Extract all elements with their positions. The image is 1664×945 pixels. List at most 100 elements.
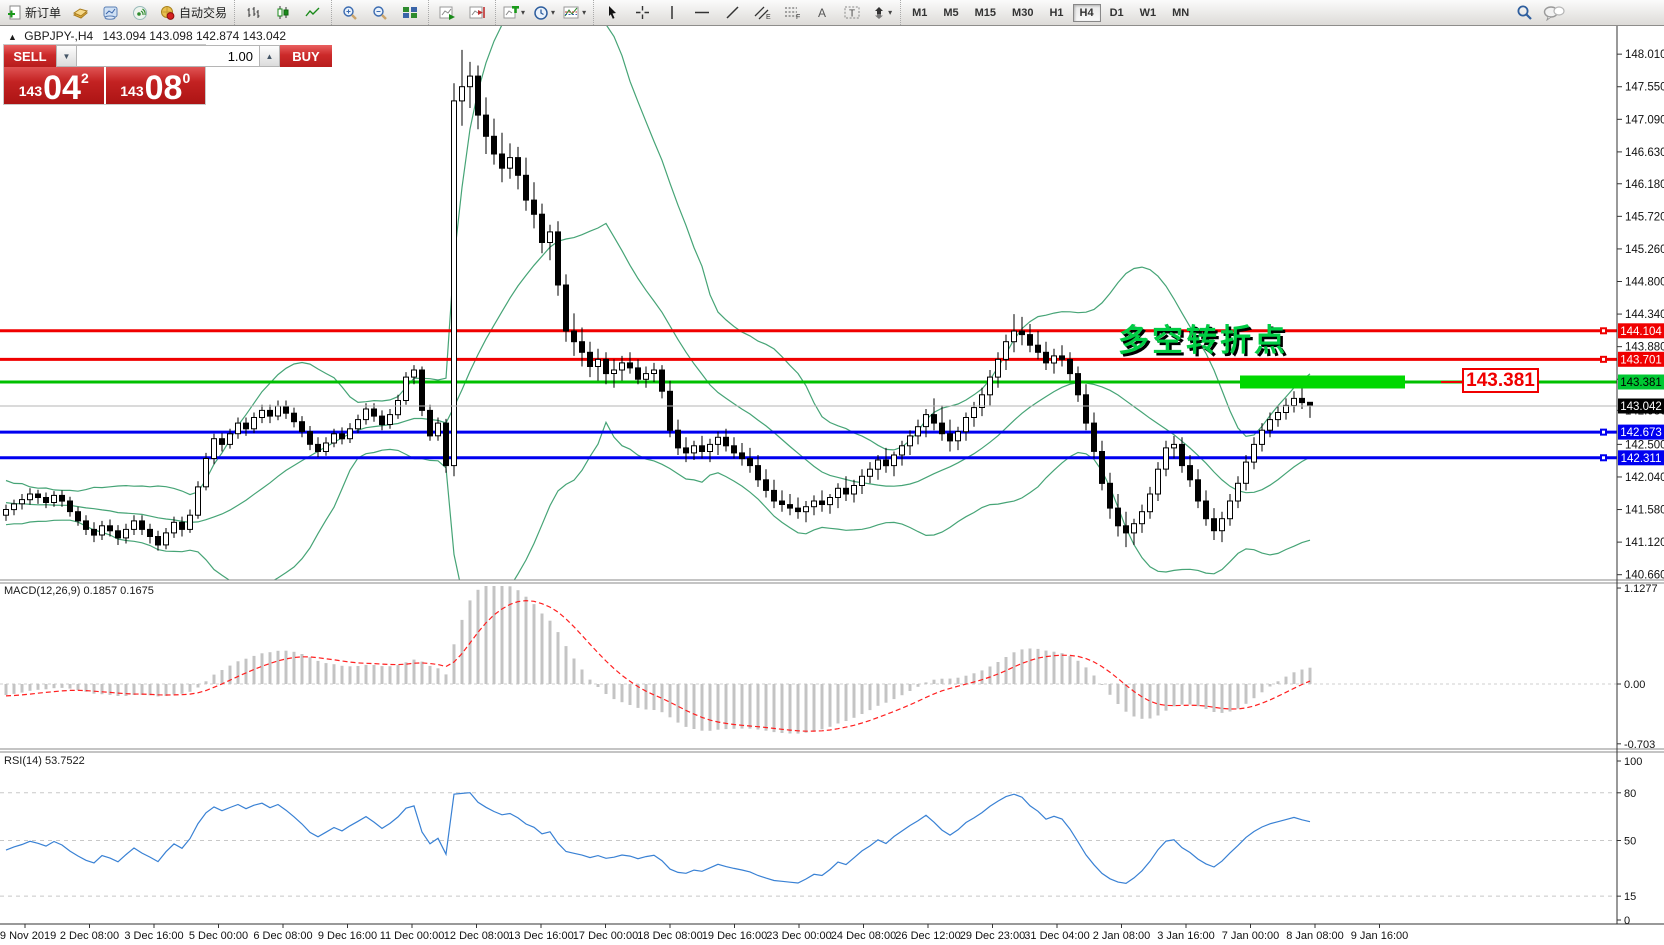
timeframe-m15-button[interactable]: M15 bbox=[974, 6, 997, 19]
toolbar-group-chart-type bbox=[234, 0, 331, 25]
crosshair-tool-button[interactable] bbox=[628, 1, 656, 24]
svg-text:18 Dec 08:00: 18 Dec 08:00 bbox=[637, 930, 702, 942]
macd-indicator-label: MACD(12,26,9) 0.1857 0.1675 bbox=[4, 585, 154, 597]
svg-text:142.311: 142.311 bbox=[1621, 453, 1662, 465]
sell-price-base: 143 bbox=[18, 83, 43, 99]
volume-decrease-button[interactable]: ▼ bbox=[56, 45, 77, 67]
market-watch-button[interactable] bbox=[96, 1, 124, 24]
svg-text:F: F bbox=[796, 14, 800, 20]
svg-text:2 Jan 08:00: 2 Jan 08:00 bbox=[1093, 930, 1151, 942]
signals-button[interactable] bbox=[126, 1, 154, 24]
tile-windows-button[interactable] bbox=[396, 1, 424, 24]
toolbar-group-zoom bbox=[331, 0, 428, 25]
svg-text:7 Jan 00:00: 7 Jan 00:00 bbox=[1222, 930, 1280, 942]
autotrading-label: 自动交易 bbox=[179, 6, 228, 20]
profile-button[interactable] bbox=[66, 1, 94, 24]
svg-text:142.500: 142.500 bbox=[1625, 439, 1664, 451]
svg-text:50: 50 bbox=[1624, 836, 1636, 848]
cursor-tool-button[interactable] bbox=[598, 1, 626, 24]
zoom-out-icon bbox=[373, 5, 387, 20]
fibonacci-icon: F bbox=[784, 7, 800, 20]
toolbar-group-trade: 新订单 自动交易 bbox=[0, 0, 234, 25]
cursor-icon bbox=[609, 6, 617, 19]
new-order-label: 新订单 bbox=[25, 6, 62, 20]
svg-text:T: T bbox=[849, 9, 855, 20]
timeframe-m30-button[interactable]: M30 bbox=[1012, 6, 1034, 19]
chart-symbol-header: ▲ GBPJPY-,H4 143.094 143.098 142.874 143… bbox=[8, 29, 286, 43]
template-icon bbox=[563, 6, 579, 19]
arrows-tool-button[interactable]: ▾ bbox=[868, 1, 896, 24]
timeframe-m5-button[interactable]: M5 bbox=[943, 6, 959, 19]
search-button[interactable] bbox=[1510, 1, 1538, 24]
auto-scroll-button[interactable] bbox=[433, 1, 461, 24]
gold-chip-icon bbox=[72, 8, 88, 19]
panel-collapse-icon[interactable]: ▲ bbox=[8, 32, 17, 42]
toolbar-group-insert: ▾ ▾ ▾ bbox=[495, 0, 593, 25]
volume-input[interactable] bbox=[77, 45, 259, 67]
candlestick-button[interactable] bbox=[269, 1, 297, 24]
timeframe-mn-button[interactable]: MN bbox=[1172, 6, 1190, 19]
text-icon: A bbox=[818, 6, 826, 20]
svg-text:31 Dec 04:00: 31 Dec 04:00 bbox=[1024, 930, 1089, 942]
zoom-out-button[interactable] bbox=[366, 1, 394, 24]
bar-chart-icon bbox=[247, 7, 260, 18]
svg-text:1.1277: 1.1277 bbox=[1624, 583, 1658, 595]
sell-price-pip: 2 bbox=[80, 70, 89, 86]
channel-icon: E bbox=[754, 6, 771, 20]
trendline-tool-button[interactable] bbox=[718, 1, 746, 24]
timeframe-h4-button[interactable]: H4 bbox=[1072, 3, 1101, 22]
svg-text:80: 80 bbox=[1624, 788, 1636, 800]
svg-text:29 Dec 23:00: 29 Dec 23:00 bbox=[960, 930, 1025, 942]
volume-increase-button[interactable]: ▲ bbox=[259, 45, 280, 67]
periods-caret: ▾ bbox=[551, 8, 556, 17]
line-chart-button[interactable] bbox=[299, 1, 327, 24]
add-indicator-button[interactable]: ▾ bbox=[500, 1, 528, 24]
vertical-line-tool-button[interactable] bbox=[658, 1, 686, 24]
svg-text:144.800: 144.800 bbox=[1625, 277, 1664, 289]
svg-text:147.550: 147.550 bbox=[1625, 82, 1664, 94]
zoom-in-button[interactable] bbox=[336, 1, 364, 24]
toolbar-group-draw: E F A T ▾ bbox=[593, 0, 900, 25]
text-tool-button[interactable]: A bbox=[808, 1, 836, 24]
chat-button[interactable] bbox=[1540, 1, 1568, 24]
bar-chart-button[interactable] bbox=[239, 1, 267, 24]
equidistant-channel-tool-button[interactable]: E bbox=[748, 1, 776, 24]
buy-price-big: 08 bbox=[144, 69, 183, 107]
svg-text:23 Dec 00:00: 23 Dec 00:00 bbox=[766, 930, 831, 942]
svg-text:148.010: 148.010 bbox=[1625, 49, 1664, 61]
toolbar-right-icons bbox=[1509, 1, 1569, 24]
svg-text:E: E bbox=[766, 14, 771, 20]
buy-price-display[interactable]: 143 08 0 bbox=[105, 67, 205, 107]
autotrading-icon bbox=[161, 6, 175, 20]
buy-price-base: 143 bbox=[120, 83, 144, 99]
horizontal-line-tool-button[interactable] bbox=[688, 1, 716, 24]
timeframe-h1-button[interactable]: H1 bbox=[1049, 6, 1064, 19]
svg-text:146.180: 146.180 bbox=[1625, 179, 1664, 191]
templates-button[interactable]: ▾ bbox=[560, 1, 589, 24]
sell-button[interactable]: SELL bbox=[4, 45, 56, 67]
svg-text:24 Dec 08:00: 24 Dec 08:00 bbox=[831, 930, 896, 942]
svg-text:11 Dec 00:00: 11 Dec 00:00 bbox=[380, 930, 445, 942]
svg-text:29 Nov 2019: 29 Nov 2019 bbox=[0, 930, 56, 942]
new-order-button[interactable]: 新订单 bbox=[4, 1, 64, 24]
svg-text:143.381: 143.381 bbox=[1620, 377, 1662, 389]
sell-price-big: 04 bbox=[43, 69, 81, 107]
ohlc-values: 143.094 143.098 142.874 143.042 bbox=[102, 29, 287, 43]
chart-shift-button[interactable] bbox=[463, 1, 491, 24]
sell-price-display[interactable]: 143 04 2 bbox=[4, 67, 104, 107]
buy-button[interactable]: BUY bbox=[280, 45, 332, 67]
timeframe-m1-button[interactable]: M1 bbox=[912, 6, 928, 19]
toolbar: 新订单 自动交易 bbox=[0, 0, 1664, 26]
svg-text:17 Dec 00:00: 17 Dec 00:00 bbox=[573, 930, 638, 942]
auto-scroll-icon bbox=[439, 6, 455, 20]
svg-text:A: A bbox=[818, 6, 826, 20]
timeframe-w1-button[interactable]: W1 bbox=[1139, 6, 1157, 19]
autotrading-button[interactable]: 自动交易 bbox=[156, 1, 230, 24]
fibonacci-tool-button[interactable]: F bbox=[778, 1, 806, 24]
timeframe-d1-button[interactable]: D1 bbox=[1109, 6, 1124, 19]
periods-button[interactable]: ▾ bbox=[530, 1, 558, 24]
buy-price-pip: 0 bbox=[182, 70, 191, 86]
text-label-tool-button[interactable]: T bbox=[838, 1, 866, 24]
